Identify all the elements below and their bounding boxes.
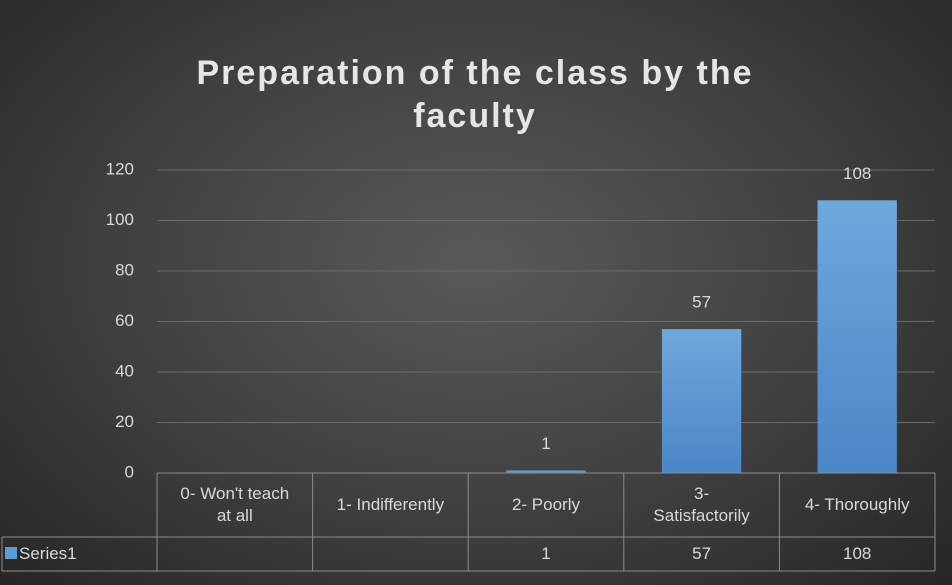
bar xyxy=(661,329,742,473)
x-tick-label: 3- Satisfactorily xyxy=(653,484,750,525)
data-label: 108 xyxy=(843,164,871,183)
data-label: 1 xyxy=(541,434,550,453)
legend-label: Series1 xyxy=(19,544,77,563)
y-tick-label: 0 xyxy=(125,462,134,481)
x-tick-label: 2- Poorly xyxy=(511,495,580,514)
y-tick-label: 20 xyxy=(115,412,134,431)
table-value: 108 xyxy=(843,544,872,563)
table-value: 57 xyxy=(692,544,712,563)
table-value: 1 xyxy=(541,544,551,563)
y-tick-label: 60 xyxy=(115,311,134,330)
y-tick-label: 100 xyxy=(106,210,134,229)
x-tick-label: 4- Thoroughly xyxy=(804,495,910,514)
bar xyxy=(506,470,586,473)
table-value xyxy=(313,537,469,571)
chart-title: Preparation of the class by the faculty xyxy=(196,54,754,135)
x-tick-label: 0- Won't teach at all xyxy=(180,484,290,525)
data-label: 57 xyxy=(692,293,711,312)
y-tick-label: 80 xyxy=(115,260,134,279)
table-value xyxy=(157,537,313,571)
y-tick-label: 40 xyxy=(115,361,134,380)
bar xyxy=(817,200,897,474)
legend-swatch xyxy=(5,547,17,559)
x-tick-label: 1- Indifferently xyxy=(336,495,445,514)
y-tick-label: 120 xyxy=(106,159,134,178)
